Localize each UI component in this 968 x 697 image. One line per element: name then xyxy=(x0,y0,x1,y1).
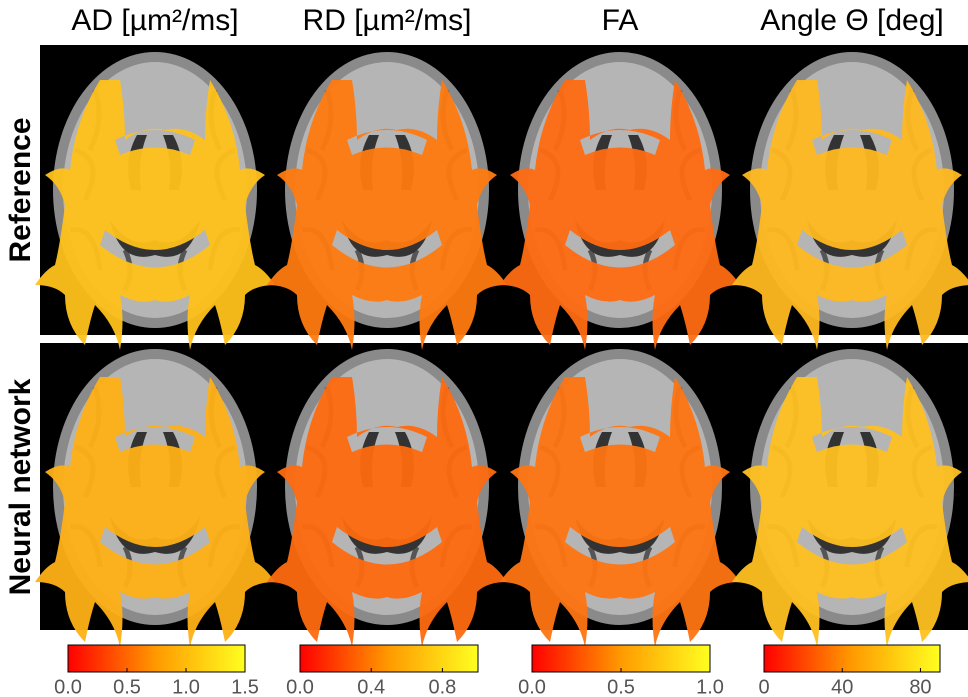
colorbar xyxy=(67,644,246,673)
colorbar-tick-label: 80 xyxy=(909,676,931,697)
colorbar-tick-label: 0.8 xyxy=(428,676,456,697)
colorbar-tick-label: 1.0 xyxy=(172,676,200,697)
colorbar xyxy=(299,644,479,673)
colorbar-tick-label: 0.4 xyxy=(357,676,385,697)
column-title: Angle Θ [deg] xyxy=(760,4,943,37)
colorbar-tick-label: 1.0 xyxy=(696,676,724,697)
colorbar-tick-label: 0.5 xyxy=(607,676,635,697)
column-title: AD [µm²/ms] xyxy=(71,4,238,37)
column-title: FA xyxy=(602,4,639,37)
colorbar-tick-label: 0.5 xyxy=(113,676,141,697)
row-label: Reference xyxy=(4,117,37,262)
colorbar xyxy=(531,644,711,673)
colorbar-tick-label: 1.5 xyxy=(231,676,259,697)
colorbar-tick-label: 40 xyxy=(831,676,853,697)
column-title: RD [µm²/ms] xyxy=(303,4,472,37)
row-label: Neural network xyxy=(4,378,37,595)
colorbar xyxy=(763,644,941,673)
colorbar-tick-label: 0 xyxy=(758,676,769,697)
colorbar-tick-label: 0.0 xyxy=(54,676,82,697)
colorbar-tick-label: 0.0 xyxy=(518,676,546,697)
colorbar-tick-label: 0.0 xyxy=(286,676,314,697)
